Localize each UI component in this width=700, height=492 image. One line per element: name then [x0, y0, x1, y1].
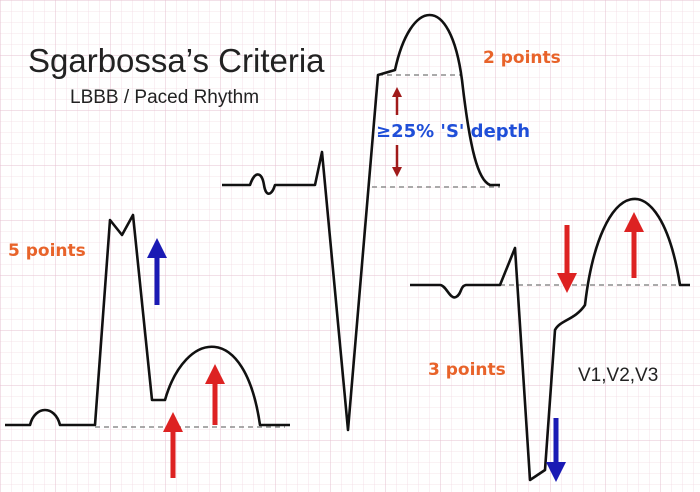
ecg-trace — [410, 197, 690, 482]
depth-label: ≥25% 'S' depth — [376, 121, 530, 142]
leads-label: V1,V2,V3 — [578, 365, 658, 386]
points-label: 5 points — [8, 241, 86, 261]
title: Sgarbossa’s Criteria — [28, 42, 325, 79]
ecg-trace — [222, 13, 500, 432]
arrows — [147, 87, 644, 482]
ecg-trace — [5, 213, 290, 427]
points-label: 3 points — [428, 360, 506, 380]
points-label: 2 points — [483, 48, 561, 68]
dashed-lines — [95, 74, 690, 428]
subtitle: LBBB / Paced Rhythm — [70, 87, 259, 108]
